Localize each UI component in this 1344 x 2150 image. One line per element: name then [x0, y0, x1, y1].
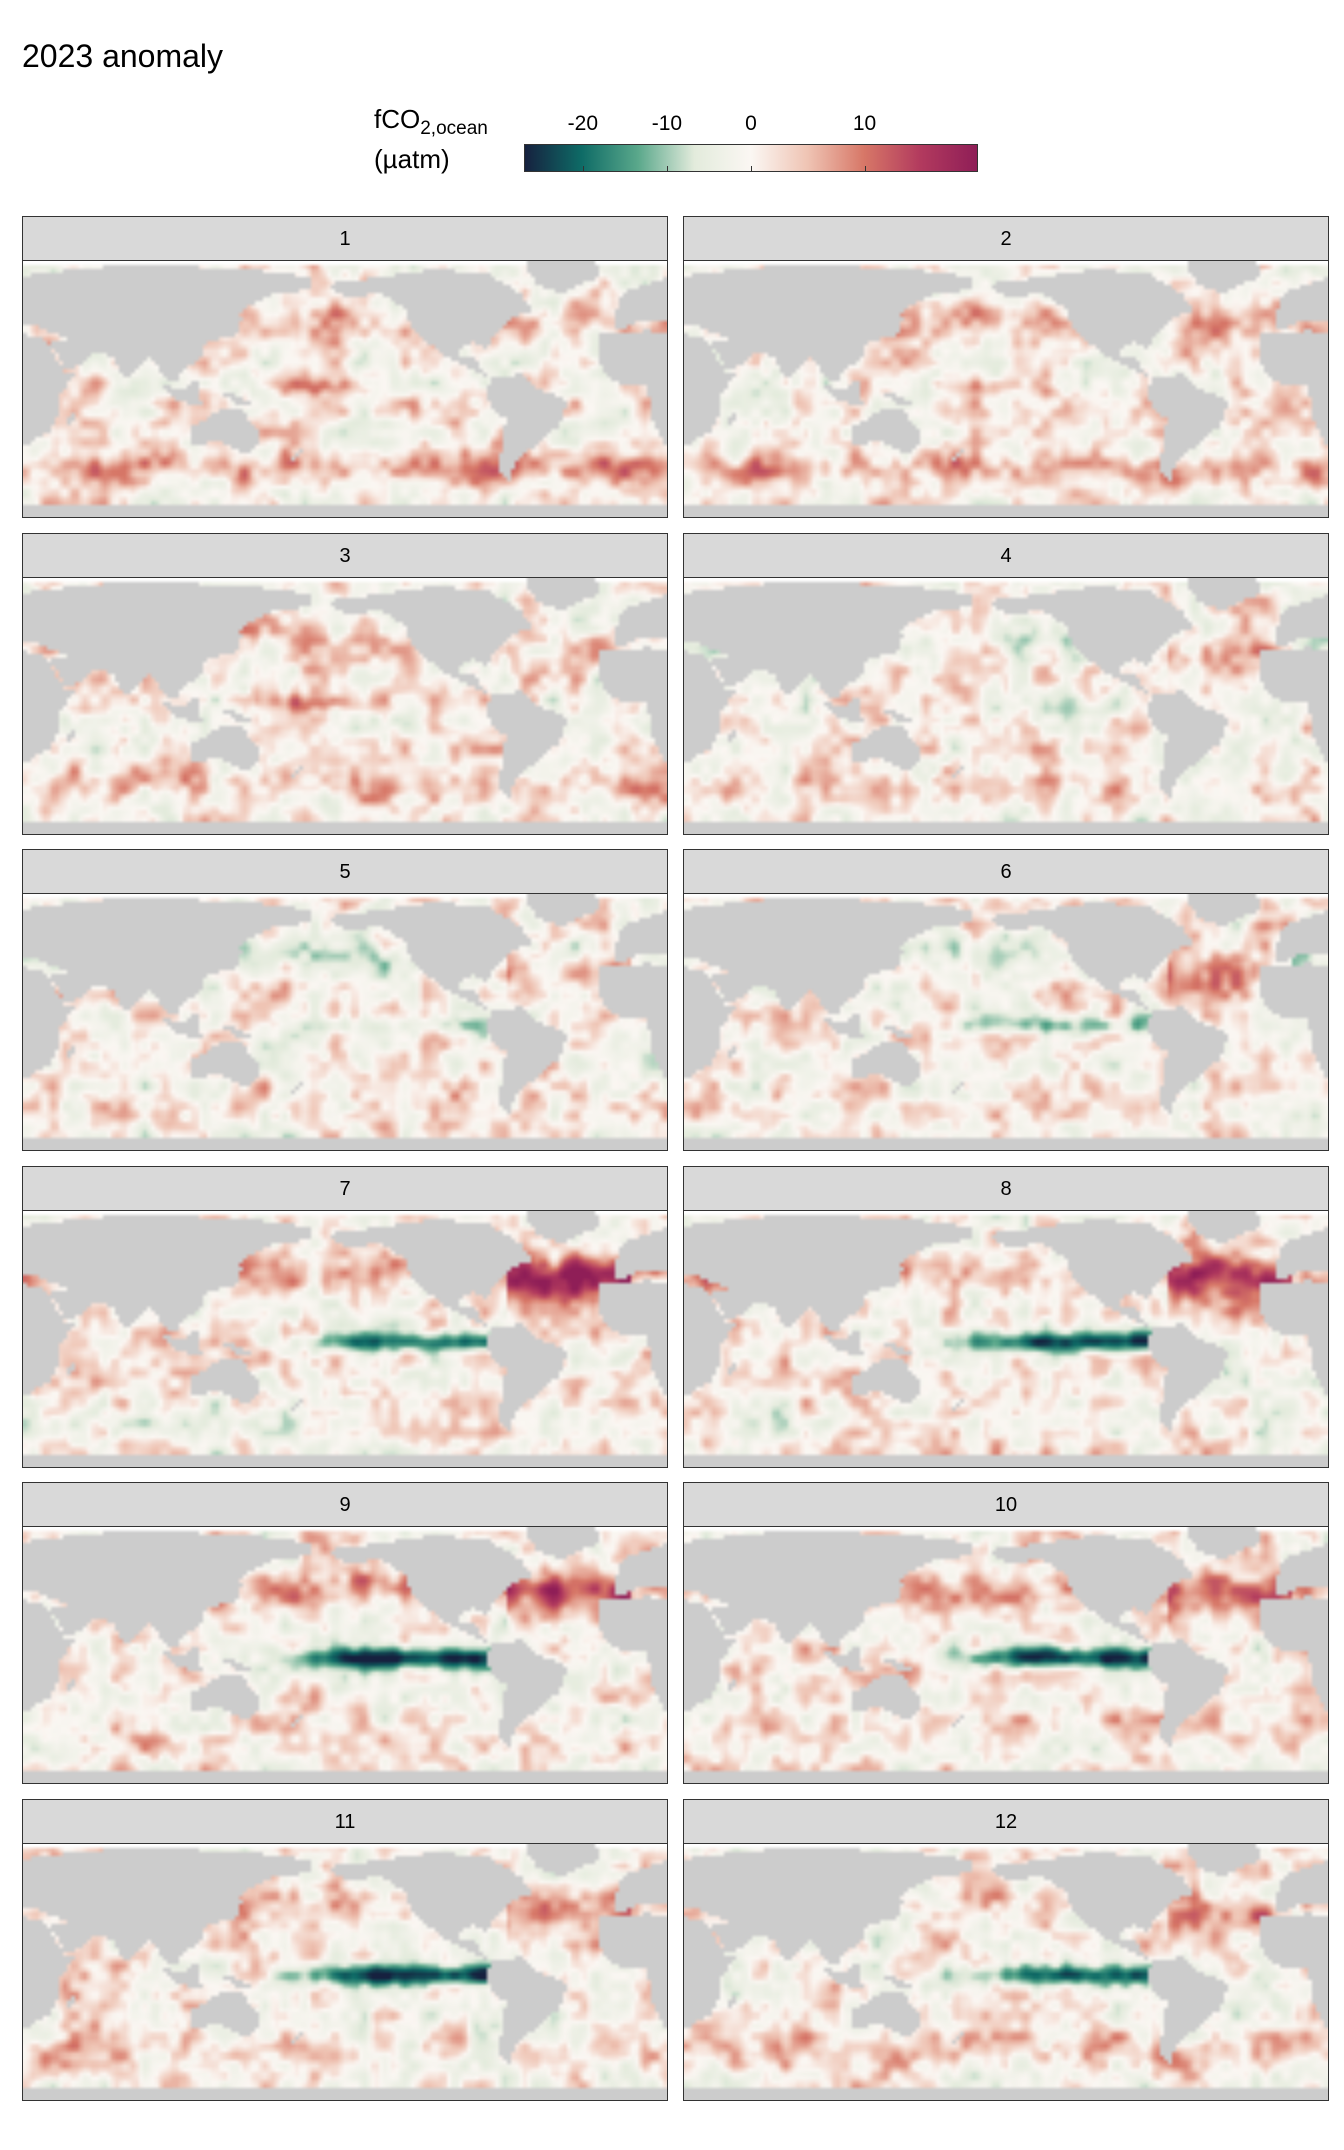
panel-month-label: 6: [684, 850, 1328, 894]
panel-month-label: 12: [684, 1799, 1328, 1844]
anomaly-map: [23, 894, 667, 1150]
anomaly-map: [684, 577, 1328, 834]
colorbar-tick-mark: [864, 166, 866, 172]
map-panel: 6: [683, 849, 1329, 1151]
panel-month-label: 8: [684, 1166, 1328, 1211]
map-panel: 3: [22, 532, 668, 835]
colorbar-tick-label: -10: [651, 112, 683, 135]
anomaly-map: [684, 1527, 1328, 1783]
legend-title: fCO2,ocean (µatm): [374, 104, 488, 174]
map-panel: 8: [683, 1165, 1329, 1468]
panel-month-label: 2: [684, 217, 1328, 261]
panel-month-label: 5: [23, 850, 667, 894]
map-panel: 2: [683, 216, 1329, 518]
panel-month-label: 1: [23, 217, 667, 261]
map-panel: 7: [22, 1165, 668, 1468]
colorbar-tick-mark: [751, 166, 752, 172]
anomaly-map: [23, 261, 667, 517]
anomaly-map: [23, 1210, 667, 1467]
colorbar-tick-mark: [666, 166, 668, 172]
legend-title-sub: 2,ocean: [420, 118, 488, 140]
anomaly-map: [23, 1527, 667, 1783]
map-panel: 12: [683, 1798, 1329, 2101]
map-panel: 9: [22, 1482, 668, 1784]
colorbar-tick-label: -20: [567, 112, 599, 135]
panel-month-label: 3: [23, 533, 667, 578]
map-panel: 1: [22, 216, 668, 518]
anomaly-map: [23, 1843, 667, 2100]
panel-month-label: 7: [23, 1166, 667, 1211]
map-panel: 11: [22, 1798, 668, 2101]
legend-title-unit: (µatm): [374, 144, 450, 175]
panel-month-label: 9: [23, 1483, 667, 1527]
anomaly-map: [23, 577, 667, 834]
colorbar-legend: fCO2,ocean (µatm) -20 -10 0 10: [370, 104, 990, 180]
map-panel: 4: [683, 532, 1329, 835]
anomaly-map: [684, 894, 1328, 1150]
panel-month-label: 4: [684, 533, 1328, 578]
map-panel: 10: [683, 1482, 1329, 1784]
map-panel: 5: [22, 849, 668, 1151]
anomaly-map: [684, 1843, 1328, 2100]
panel-month-label: 11: [23, 1799, 667, 1844]
colorbar-tick-label: 10: [852, 112, 877, 135]
panel-month-label: 10: [684, 1483, 1328, 1527]
figure-title: 2023 anomaly: [22, 38, 224, 74]
legend-title-main: fCO: [374, 104, 421, 134]
colorbar-tick-mark: [582, 166, 584, 172]
anomaly-map: [684, 1210, 1328, 1467]
colorbar-tick-label: 0: [745, 112, 757, 135]
anomaly-map: [684, 261, 1328, 517]
